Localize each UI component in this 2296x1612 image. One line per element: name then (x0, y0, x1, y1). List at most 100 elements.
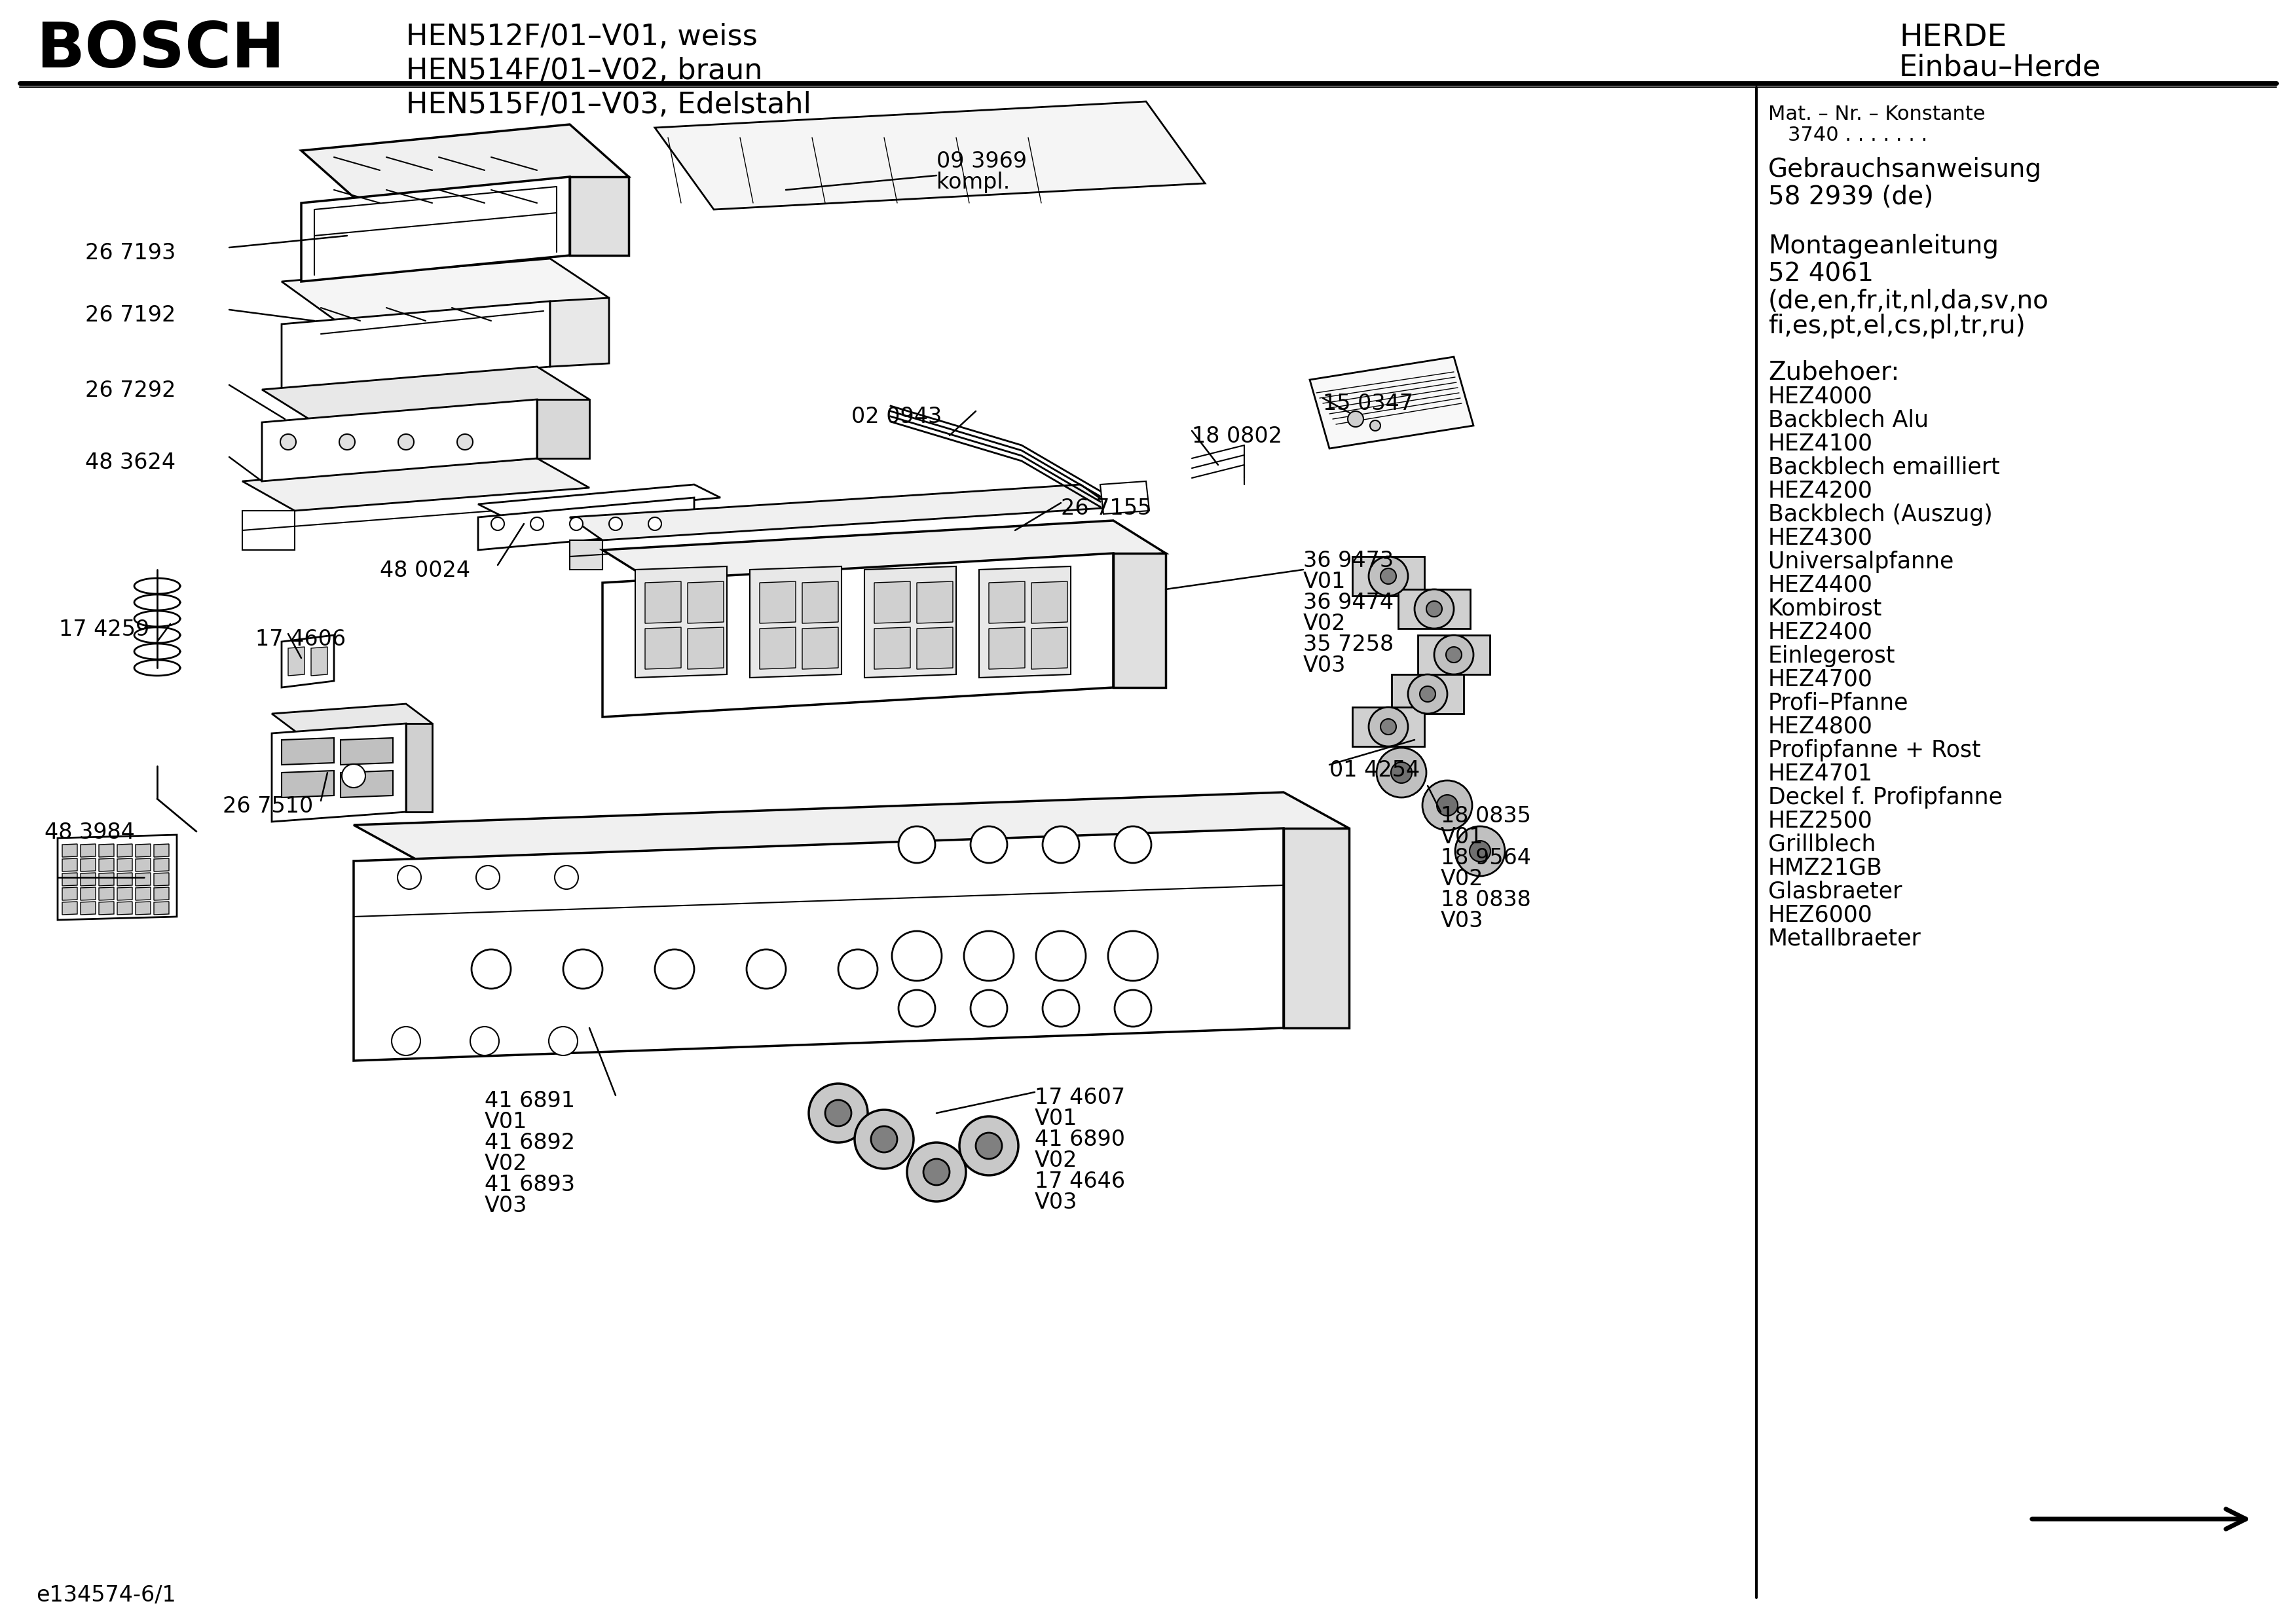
Circle shape (960, 1117, 1019, 1175)
Text: HEZ4701: HEZ4701 (1768, 762, 1874, 785)
Polygon shape (310, 646, 328, 675)
Text: 58 2939 (de): 58 2939 (de) (1768, 185, 1933, 210)
Text: Einlegerost: Einlegerost (1768, 645, 1896, 667)
Text: V03: V03 (484, 1194, 528, 1217)
Polygon shape (135, 872, 152, 887)
Text: HEZ4000: HEZ4000 (1768, 385, 1874, 408)
Text: 15 0347: 15 0347 (1322, 393, 1414, 414)
Circle shape (1114, 827, 1150, 862)
Circle shape (1407, 674, 1446, 714)
Text: 41 6893: 41 6893 (484, 1174, 574, 1196)
Text: 36 9474: 36 9474 (1304, 592, 1394, 614)
Text: HEN512F/01–V01, weiss: HEN512F/01–V01, weiss (406, 23, 758, 52)
Circle shape (1109, 932, 1157, 980)
Text: (de,en,fr,it,nl,da,sv,no: (de,en,fr,it,nl,da,sv,no (1768, 289, 2048, 314)
Circle shape (1114, 990, 1150, 1027)
Polygon shape (1114, 553, 1166, 687)
Circle shape (647, 517, 661, 530)
Circle shape (397, 434, 413, 450)
Text: 35 7258: 35 7258 (1304, 634, 1394, 656)
Text: 17 4646: 17 4646 (1035, 1170, 1125, 1193)
Text: 26 7192: 26 7192 (85, 305, 177, 326)
Circle shape (1368, 708, 1407, 746)
Polygon shape (916, 582, 953, 624)
Text: 18 0835: 18 0835 (1440, 806, 1531, 827)
Text: Deckel f. Profipfanne: Deckel f. Profipfanne (1768, 787, 2002, 809)
Circle shape (471, 949, 510, 988)
Circle shape (1380, 719, 1396, 735)
Polygon shape (282, 258, 608, 324)
Text: 26 7510: 26 7510 (223, 796, 312, 817)
Circle shape (393, 1027, 420, 1056)
Text: HEZ6000: HEZ6000 (1768, 904, 1874, 927)
Circle shape (907, 1143, 967, 1201)
Text: Backblech (Auszug): Backblech (Auszug) (1768, 503, 1993, 526)
Text: Zubehoer:: Zubehoer: (1768, 359, 1899, 384)
Polygon shape (99, 858, 115, 872)
Text: 17 4259: 17 4259 (60, 619, 149, 640)
Polygon shape (551, 298, 608, 366)
Polygon shape (262, 400, 537, 482)
Text: HEZ4700: HEZ4700 (1768, 669, 1874, 692)
Circle shape (340, 434, 356, 450)
Polygon shape (1419, 635, 1490, 674)
Text: HEN514F/01–V02, braun: HEN514F/01–V02, braun (406, 56, 762, 85)
Text: 52 4061: 52 4061 (1768, 261, 1874, 285)
Polygon shape (62, 872, 78, 887)
Polygon shape (1309, 356, 1474, 448)
Polygon shape (1031, 627, 1068, 669)
Polygon shape (117, 887, 133, 899)
Text: HEZ4400: HEZ4400 (1768, 574, 1874, 596)
Circle shape (491, 517, 505, 530)
Polygon shape (801, 627, 838, 669)
Text: BOSCH: BOSCH (37, 19, 285, 81)
Polygon shape (117, 872, 133, 887)
Text: V01: V01 (484, 1111, 528, 1133)
Polygon shape (1100, 482, 1150, 514)
Polygon shape (602, 553, 1114, 717)
Polygon shape (340, 771, 393, 798)
Circle shape (1446, 646, 1463, 663)
Text: 18 9564: 18 9564 (1440, 848, 1531, 869)
Circle shape (280, 434, 296, 450)
Polygon shape (602, 521, 1166, 582)
Polygon shape (271, 704, 432, 733)
Text: 02 0943: 02 0943 (852, 406, 941, 427)
Text: Gebrauchsanweisung: Gebrauchsanweisung (1768, 156, 2041, 182)
Text: Universalpfanne: Universalpfanne (1768, 551, 1954, 572)
Circle shape (870, 1127, 898, 1153)
Circle shape (898, 990, 934, 1027)
Circle shape (746, 949, 785, 988)
Circle shape (608, 517, 622, 530)
Text: 3740 . . . . . . .: 3740 . . . . . . . (1789, 126, 1926, 145)
Polygon shape (135, 858, 152, 872)
Polygon shape (1352, 708, 1424, 746)
Circle shape (838, 949, 877, 988)
Circle shape (1378, 748, 1426, 798)
Polygon shape (282, 301, 551, 390)
Circle shape (808, 1083, 868, 1143)
Polygon shape (301, 124, 629, 203)
Text: 41 6891: 41 6891 (484, 1090, 574, 1112)
Polygon shape (243, 511, 294, 550)
Text: 26 7292: 26 7292 (85, 380, 177, 401)
Text: Mat. – Nr. – Konstante: Mat. – Nr. – Konstante (1768, 105, 1986, 124)
Polygon shape (99, 845, 115, 858)
Text: V03: V03 (1304, 654, 1345, 677)
Circle shape (824, 1099, 852, 1127)
Circle shape (976, 1133, 1001, 1159)
Circle shape (971, 990, 1008, 1027)
Polygon shape (282, 771, 333, 798)
Circle shape (1371, 421, 1380, 430)
Polygon shape (135, 845, 152, 858)
Polygon shape (99, 901, 115, 914)
Text: e134574-6/1: e134574-6/1 (37, 1585, 177, 1606)
Polygon shape (801, 582, 838, 624)
Polygon shape (406, 724, 432, 812)
Text: Backblech Alu: Backblech Alu (1768, 409, 1929, 432)
Text: Backblech emailliert: Backblech emailliert (1768, 456, 2000, 479)
Polygon shape (863, 566, 955, 677)
Circle shape (342, 764, 365, 788)
Polygon shape (340, 738, 393, 764)
Circle shape (457, 434, 473, 450)
